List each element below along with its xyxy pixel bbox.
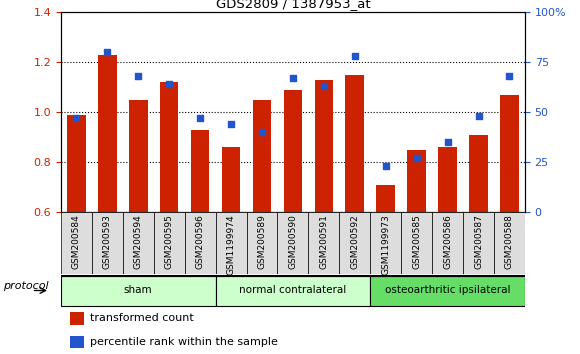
Bar <box>92 212 123 274</box>
Bar <box>376 185 395 212</box>
Bar <box>123 212 154 274</box>
Bar <box>284 90 302 212</box>
Bar <box>160 82 179 212</box>
Bar <box>432 212 463 274</box>
Point <box>443 139 452 145</box>
Text: sham: sham <box>124 285 153 296</box>
Bar <box>401 212 432 274</box>
Bar <box>494 212 525 274</box>
Text: GSM1199973: GSM1199973 <box>381 214 390 275</box>
Bar <box>129 100 147 212</box>
Point <box>195 115 205 121</box>
Bar <box>70 312 84 325</box>
Bar <box>370 212 401 274</box>
Text: GSM200592: GSM200592 <box>350 214 359 269</box>
Bar <box>61 212 92 274</box>
Point <box>72 115 81 121</box>
Point <box>319 84 328 89</box>
Text: GSM200584: GSM200584 <box>72 214 81 269</box>
Point <box>474 114 483 119</box>
Bar <box>98 55 117 212</box>
Text: GSM1199974: GSM1199974 <box>227 214 235 275</box>
Bar <box>184 212 216 274</box>
Bar <box>67 115 86 212</box>
Bar <box>61 276 216 306</box>
Point <box>350 53 360 59</box>
Text: GSM200586: GSM200586 <box>443 214 452 269</box>
Bar <box>216 276 370 306</box>
Bar <box>469 135 488 212</box>
Bar <box>346 75 364 212</box>
Title: GDS2809 / 1387953_at: GDS2809 / 1387953_at <box>216 0 370 10</box>
Bar <box>370 276 525 306</box>
Bar <box>277 212 309 274</box>
Text: GSM200593: GSM200593 <box>103 214 112 269</box>
Text: GSM200588: GSM200588 <box>505 214 514 269</box>
Point <box>165 81 174 87</box>
Text: GSM200585: GSM200585 <box>412 214 421 269</box>
Point <box>381 164 390 169</box>
Text: GSM200587: GSM200587 <box>474 214 483 269</box>
Text: GSM200595: GSM200595 <box>165 214 173 269</box>
Bar <box>222 147 240 212</box>
Point <box>288 75 298 81</box>
Text: GSM200594: GSM200594 <box>134 214 143 269</box>
Bar <box>500 95 519 212</box>
Bar <box>253 100 271 212</box>
Text: protocol: protocol <box>3 281 49 291</box>
Bar <box>191 130 209 212</box>
Point <box>412 155 421 161</box>
Point <box>226 121 235 127</box>
Bar <box>70 336 84 348</box>
Point <box>505 74 514 79</box>
Text: GSM200589: GSM200589 <box>258 214 266 269</box>
Bar <box>314 80 333 212</box>
Text: GSM200591: GSM200591 <box>320 214 328 269</box>
Bar <box>246 212 277 274</box>
Text: GSM200590: GSM200590 <box>288 214 298 269</box>
Point <box>133 74 143 79</box>
Text: osteoarthritic ipsilateral: osteoarthritic ipsilateral <box>385 285 510 296</box>
Bar <box>309 212 339 274</box>
Bar <box>463 212 494 274</box>
Text: transformed count: transformed count <box>90 313 194 322</box>
Text: normal contralateral: normal contralateral <box>240 285 346 296</box>
Bar <box>216 212 246 274</box>
Point <box>258 130 267 135</box>
Bar <box>438 147 457 212</box>
Text: percentile rank within the sample: percentile rank within the sample <box>90 337 278 347</box>
Bar <box>407 150 426 212</box>
Point <box>103 50 112 55</box>
Text: GSM200596: GSM200596 <box>195 214 205 269</box>
Bar <box>154 212 184 274</box>
Bar <box>339 212 370 274</box>
